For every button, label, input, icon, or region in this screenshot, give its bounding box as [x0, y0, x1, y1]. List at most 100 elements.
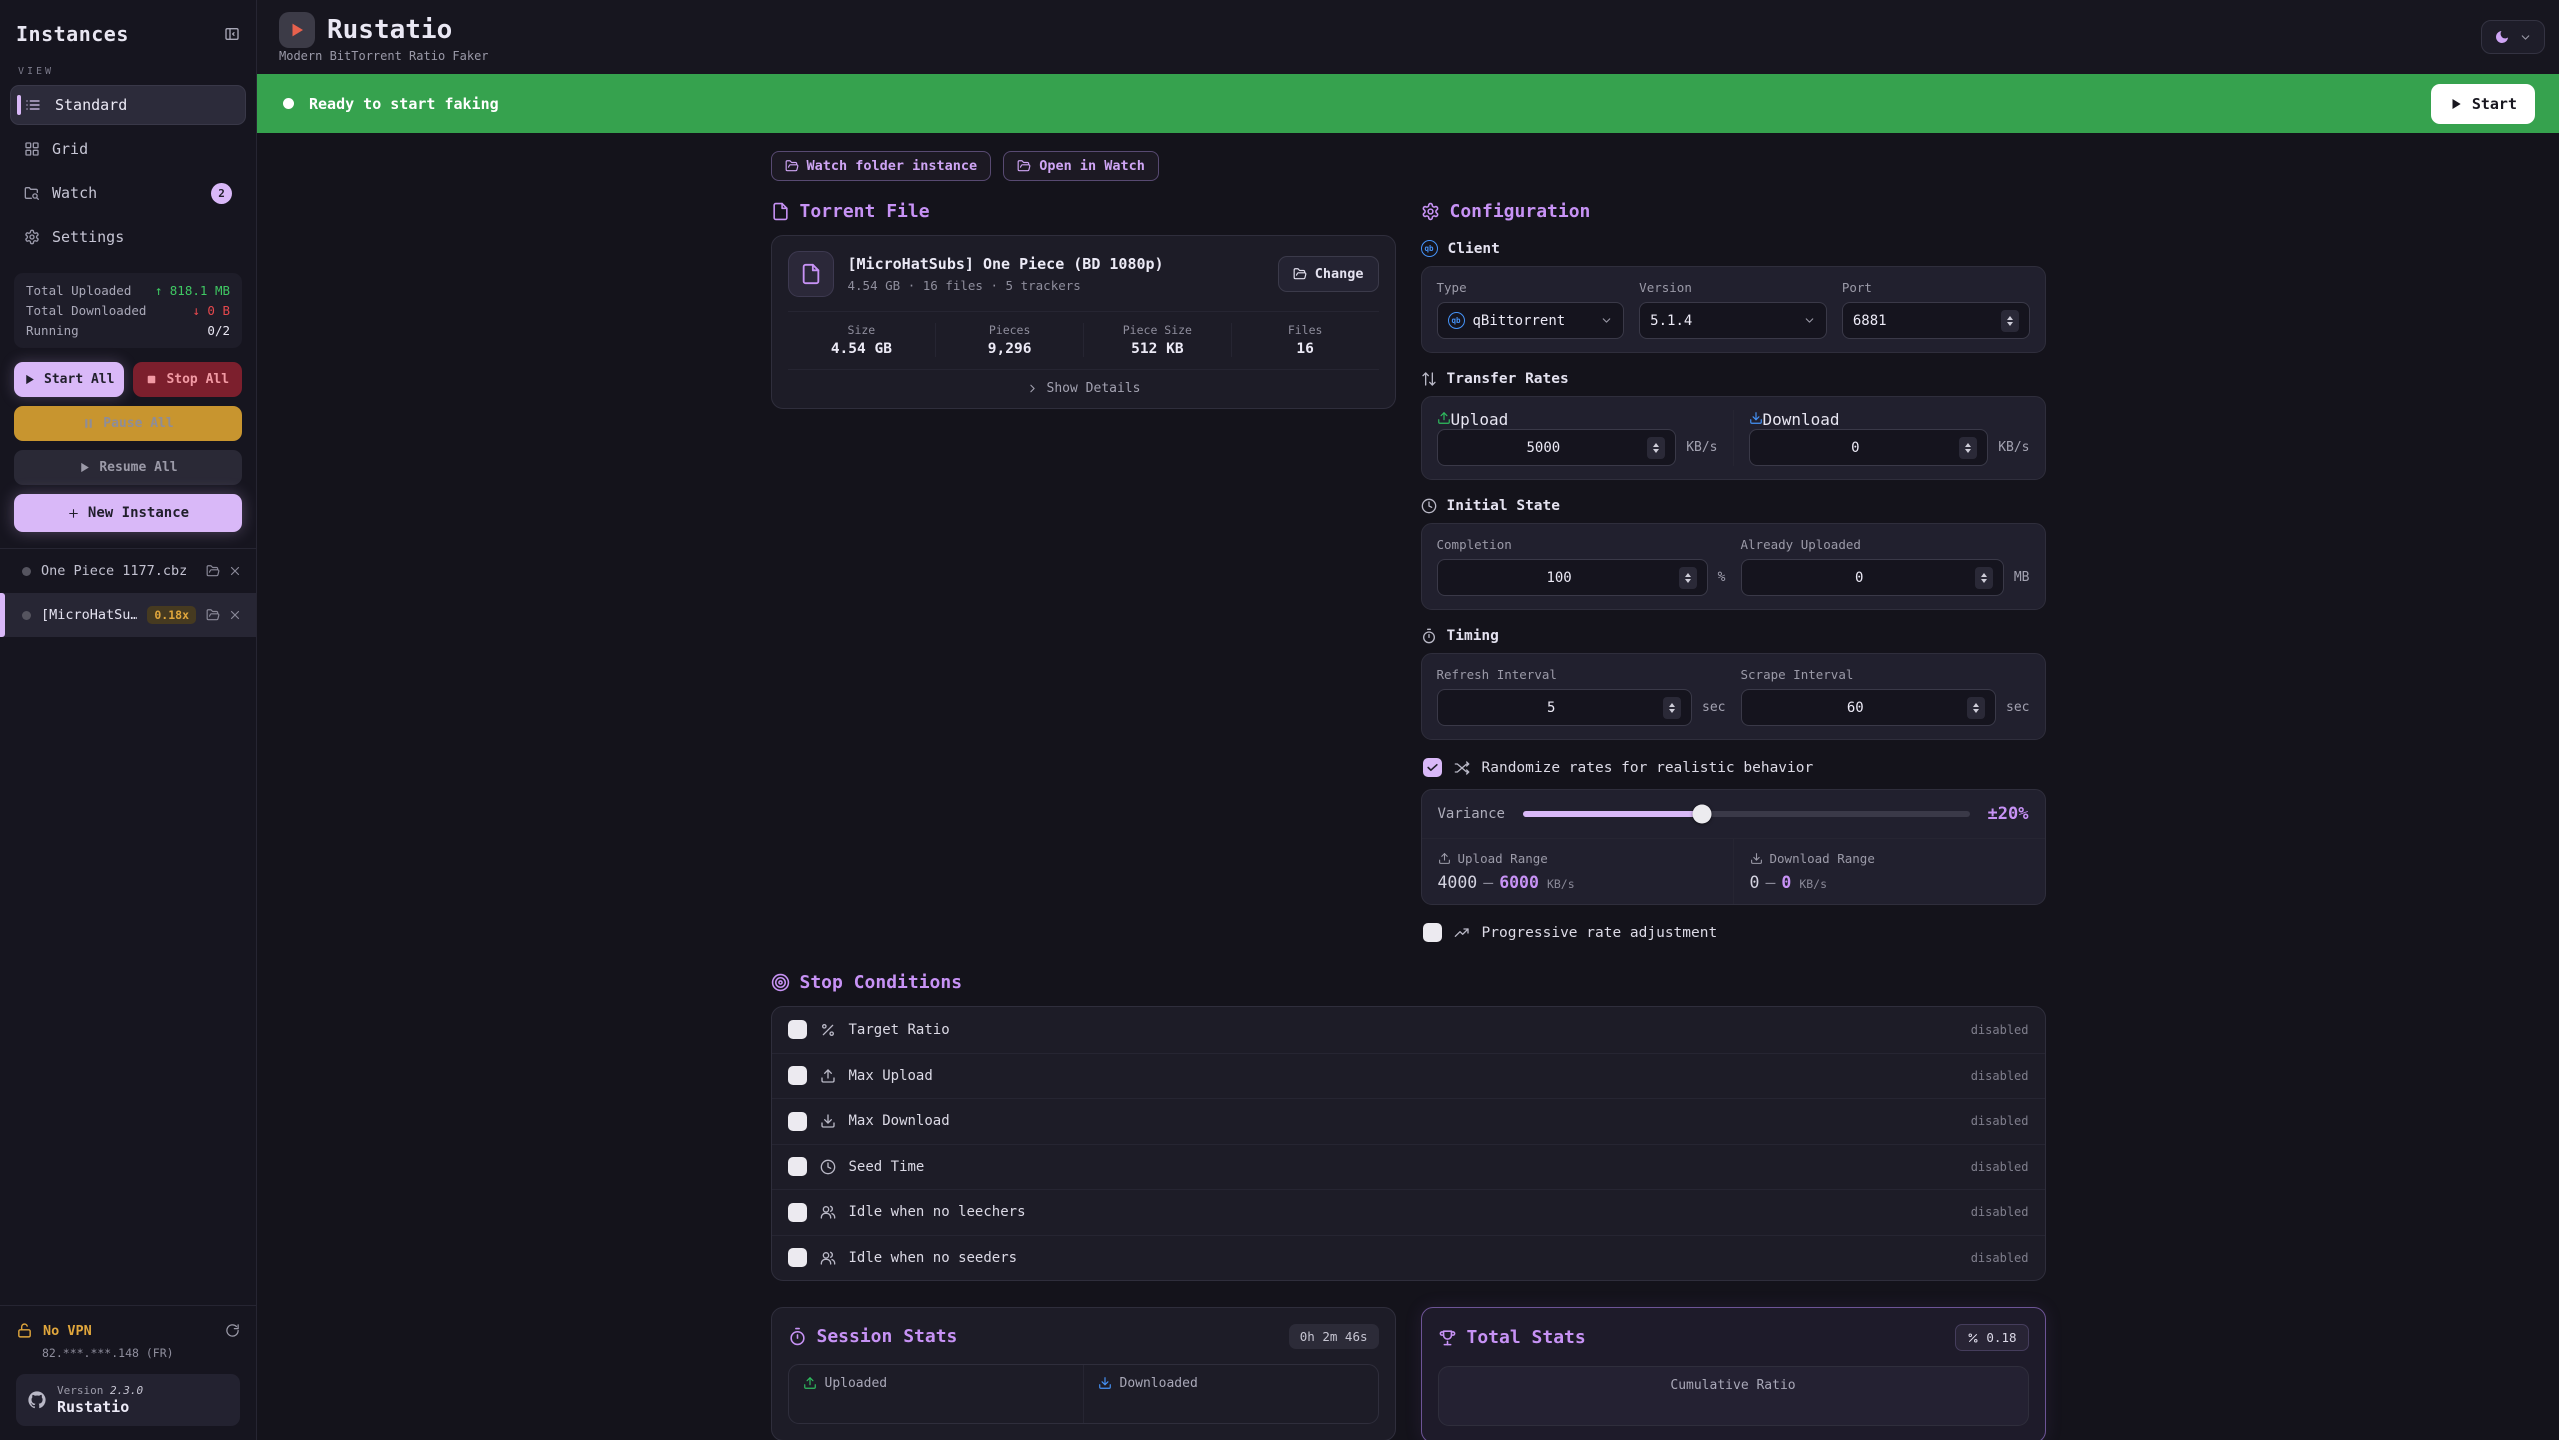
torrent-stat-size: Size 4.54 GB — [788, 323, 936, 357]
stop-condition-target-ratio[interactable]: Target Ratio disabled — [772, 1007, 2045, 1053]
stop-condition-seed-time[interactable]: Seed Time disabled — [771, 1143, 2045, 1190]
pause-all-button[interactable]: Pause All — [14, 406, 242, 441]
torrent-name: [MicroHatSubs] One Piece (BD 1080p) — [847, 255, 1164, 273]
play-icon — [288, 21, 306, 39]
change-label: Change — [1314, 266, 1364, 282]
downloaded-label: Downloaded — [1119, 1376, 1198, 1391]
close-icon[interactable] — [228, 608, 242, 622]
open-in-watch-button[interactable]: Open in Watch — [1003, 151, 1159, 181]
collapse-sidebar-button[interactable] — [224, 26, 240, 42]
sidebar-item-label: Grid — [52, 140, 89, 158]
download-range-max: 0 — [1781, 873, 1792, 892]
stat-total-downloaded: Total Downloaded ↓ 0 B — [26, 303, 230, 318]
upload-rate-input[interactable] — [1447, 439, 1640, 456]
number-stepper[interactable] — [2000, 309, 2019, 332]
configuration-section-title: Configuration — [1449, 201, 1591, 222]
client-type-select[interactable]: qb qBittorrent — [1436, 302, 1625, 339]
client-type-value: qBittorrent — [1472, 312, 1566, 329]
watch-count-badge: 2 — [211, 182, 232, 204]
content-scroll-area[interactable]: Watch folder instance Open in Watch Torr… — [257, 133, 2559, 1440]
checkbox-unchecked[interactable] — [787, 1020, 807, 1040]
number-stepper[interactable] — [1663, 696, 1682, 719]
qbittorrent-logo: qb — [1420, 240, 1438, 257]
start-all-button[interactable]: Start All — [14, 362, 124, 397]
instance-list-item-selected[interactable]: [MicroHatSu… 0.18x — [0, 593, 256, 637]
checkbox-checked[interactable] — [1422, 758, 1442, 777]
slider-thumb[interactable] — [1692, 804, 1712, 824]
folder-open-icon[interactable] — [206, 564, 220, 578]
watch-folder-instance-button[interactable]: Watch folder instance — [770, 151, 992, 181]
number-stepper[interactable] — [1678, 566, 1697, 589]
stat-value: 0/2 — [207, 323, 230, 338]
checkbox-unchecked[interactable] — [1422, 923, 1442, 942]
show-details-toggle[interactable]: Show Details — [787, 369, 1379, 396]
completion-input[interactable] — [1447, 569, 1671, 586]
refresh-interval-unit: sec — [1702, 700, 1726, 715]
sidebar: Instances VIEW Standard Grid Watch 2 Set… — [0, 0, 257, 1440]
version-box[interactable]: Version 2.3.0 Rustatio — [16, 1374, 240, 1426]
change-torrent-button[interactable]: Change — [1277, 256, 1379, 292]
port-input[interactable] — [1852, 312, 1993, 329]
torrent-stat-pieces: Pieces 9,296 — [935, 323, 1083, 357]
number-stepper[interactable] — [1647, 436, 1666, 459]
transfer-rates-title: Transfer Rates — [1446, 371, 1569, 387]
stopwatch-icon — [788, 1327, 807, 1346]
scrape-interval-input[interactable] — [1751, 699, 1960, 716]
gear-icon — [24, 229, 40, 245]
stop-condition-max-upload[interactable]: Max Upload disabled — [771, 1052, 2045, 1099]
percent-icon — [820, 1022, 836, 1038]
torrent-section-title: Torrent File — [799, 201, 930, 222]
stop-all-button[interactable]: Stop All — [132, 362, 242, 397]
app-header: Rustatio Modern BitTorrent Ratio Faker — [257, 0, 2559, 74]
resume-all-button[interactable]: Resume All — [14, 450, 242, 485]
sidebar-item-grid[interactable]: Grid — [10, 129, 246, 169]
instance-list-item[interactable]: One Piece 1177.cbz — [0, 549, 256, 593]
sidebar-stats-panel: Total Uploaded ↑ 818.1 MB Total Download… — [14, 273, 242, 348]
range-dash: — — [1765, 873, 1776, 892]
initial-state-subheading: Initial State — [1421, 498, 2046, 514]
condition-status: disabled — [1970, 1114, 2029, 1129]
initial-state-title: Initial State — [1446, 498, 1561, 514]
number-stepper[interactable] — [1967, 696, 1986, 719]
stop-condition-idle-no-seeders[interactable]: Idle when no seeders disabled — [771, 1234, 2045, 1281]
sidebar-item-watch[interactable]: Watch 2 — [10, 173, 246, 213]
upload-icon — [803, 1376, 817, 1390]
stop-condition-idle-no-leechers[interactable]: Idle when no leechers disabled — [771, 1189, 2045, 1235]
download-rate-input[interactable] — [1759, 439, 1952, 456]
progressive-rate-toggle[interactable]: Progressive rate adjustment — [1422, 923, 2044, 942]
session-downloaded-cell: Downloaded — [1082, 1365, 1378, 1423]
already-uploaded-field: Already Uploaded MB — [1740, 537, 2030, 596]
theme-selector[interactable] — [2481, 20, 2545, 54]
completion-input-wrap — [1436, 559, 1708, 596]
variance-slider[interactable] — [1522, 804, 1970, 824]
stop-condition-max-download[interactable]: Max Download disabled — [771, 1098, 2045, 1144]
torrent-stat-files: Files 16 — [1230, 323, 1379, 357]
upload-label: Upload — [1450, 410, 1509, 429]
folder-open-icon[interactable] — [206, 608, 220, 622]
start-button[interactable]: Start — [2430, 83, 2535, 124]
checkbox-unchecked[interactable] — [787, 1202, 807, 1222]
condition-label: Target Ratio — [848, 1021, 950, 1038]
checkbox-unchecked[interactable] — [787, 1248, 807, 1268]
number-stepper[interactable] — [1959, 436, 1978, 459]
session-uploaded-cell: Uploaded — [789, 1365, 1083, 1423]
download-range-min: 0 — [1749, 873, 1760, 892]
number-stepper[interactable] — [1974, 566, 1993, 589]
checkbox-unchecked[interactable] — [787, 1066, 807, 1086]
checkbox-unchecked[interactable] — [787, 1157, 807, 1177]
randomize-rates-toggle[interactable]: Randomize rates for realistic behavior — [1422, 758, 2044, 777]
close-icon[interactable] — [228, 564, 242, 578]
sidebar-item-settings[interactable]: Settings — [10, 217, 246, 257]
refresh-interval-input[interactable] — [1447, 699, 1656, 716]
start-all-label: Start All — [44, 372, 115, 387]
session-stats-title: Session Stats — [816, 1326, 958, 1347]
upload-range-min: 4000 — [1437, 873, 1478, 892]
checkbox-unchecked[interactable] — [787, 1111, 807, 1131]
refresh-ip-button[interactable] — [225, 1323, 240, 1338]
sidebar-item-standard[interactable]: Standard — [10, 85, 246, 125]
instance-name: One Piece 1177.cbz — [41, 563, 188, 579]
new-instance-button[interactable]: New Instance — [14, 494, 242, 532]
already-uploaded-input[interactable] — [1751, 569, 1967, 586]
stat-label: Pieces — [988, 323, 1031, 337]
client-version-select[interactable]: 5.1.4 — [1639, 302, 1827, 339]
